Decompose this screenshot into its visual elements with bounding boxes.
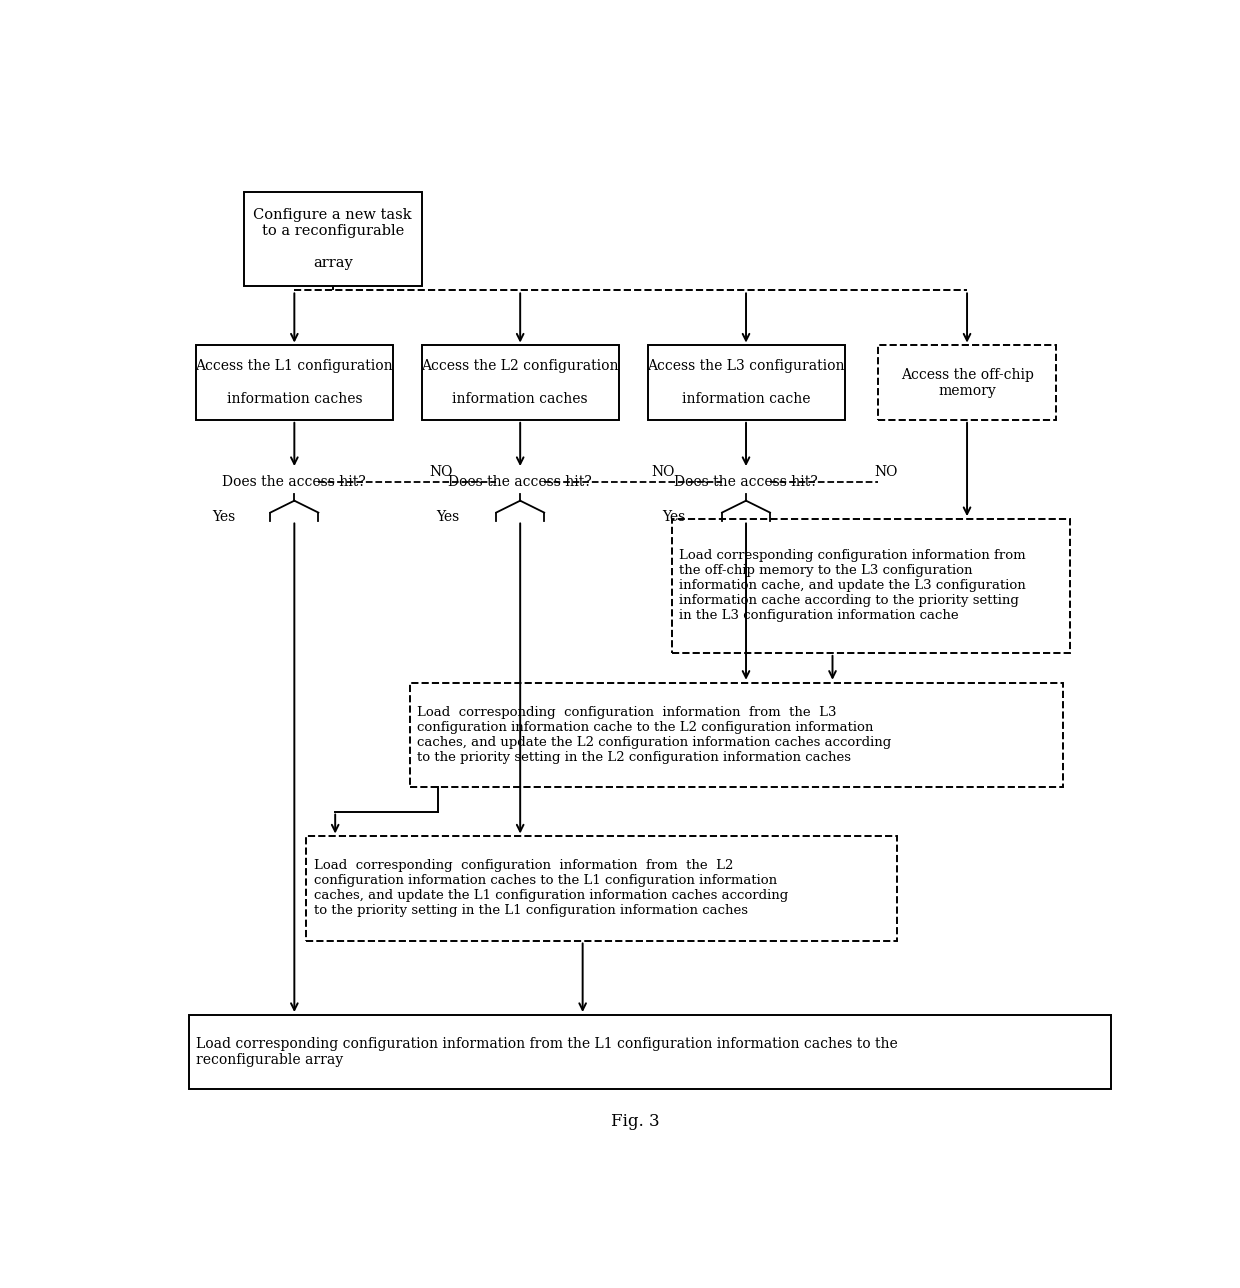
Text: Access the L3 configuration

information cache: Access the L3 configuration information … [647, 359, 844, 406]
Text: Access the L1 configuration

information caches: Access the L1 configuration information … [196, 359, 393, 406]
Text: Yes: Yes [212, 510, 236, 523]
Text: NO: NO [429, 465, 453, 479]
Text: Access the L2 configuration

information caches: Access the L2 configuration information … [422, 359, 619, 406]
FancyBboxPatch shape [196, 345, 393, 420]
FancyBboxPatch shape [672, 519, 1070, 653]
Text: Load  corresponding  configuration  information  from  the  L3
configuration inf: Load corresponding configuration informa… [418, 706, 892, 764]
FancyBboxPatch shape [306, 836, 898, 940]
Text: Access the off-chip
memory: Access the off-chip memory [900, 367, 1033, 398]
Text: Load corresponding configuration information from the L1 configuration informati: Load corresponding configuration informa… [196, 1037, 898, 1068]
Text: Does the access hit?: Does the access hit? [675, 475, 818, 489]
Text: Load  corresponding  configuration  information  from  the  L2
configuration inf: Load corresponding configuration informa… [314, 859, 789, 917]
Text: Load corresponding configuration information from
the off-chip memory to the L3 : Load corresponding configuration informa… [680, 550, 1025, 622]
Text: Does the access hit?: Does the access hit? [222, 475, 366, 489]
Text: Configure a new task
to a reconfigurable

array: Configure a new task to a reconfigurable… [253, 207, 412, 270]
FancyBboxPatch shape [244, 192, 422, 286]
Text: NO: NO [651, 465, 675, 479]
Text: Does the access hit?: Does the access hit? [449, 475, 591, 489]
FancyBboxPatch shape [647, 345, 844, 420]
FancyBboxPatch shape [422, 345, 619, 420]
FancyBboxPatch shape [409, 683, 1063, 787]
Text: Yes: Yes [662, 510, 686, 523]
Text: Yes: Yes [436, 510, 460, 523]
Text: Fig. 3: Fig. 3 [611, 1113, 660, 1130]
FancyBboxPatch shape [878, 345, 1056, 420]
Text: NO: NO [874, 465, 898, 479]
FancyBboxPatch shape [188, 1015, 1111, 1090]
